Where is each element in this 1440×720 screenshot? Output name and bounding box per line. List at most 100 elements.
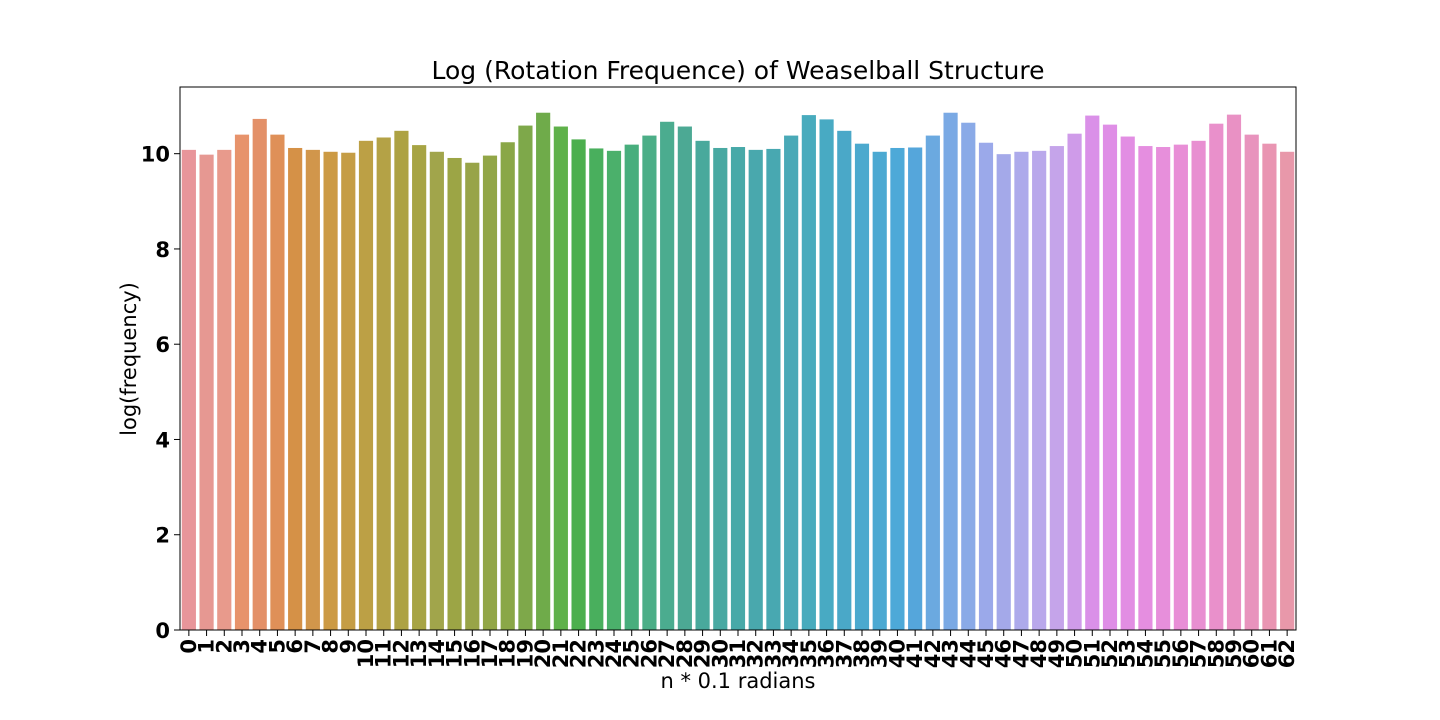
x-tick-label: 27: [655, 639, 679, 668]
x-tick-label: 37: [832, 639, 856, 668]
bar-6: [288, 147, 303, 630]
bar-44: [961, 122, 976, 630]
x-tick-label: 19: [513, 639, 537, 668]
bar-12: [394, 130, 409, 630]
x-tick-label: 57: [1187, 639, 1211, 668]
bar-1: [199, 154, 214, 630]
bar-11: [376, 137, 391, 631]
x-tick-label: 25: [620, 639, 644, 668]
bar-58: [1209, 123, 1224, 631]
x-tick-label: 4: [248, 639, 272, 654]
bars: [181, 112, 1295, 631]
x-tick-label: 23: [584, 639, 608, 668]
bar-61: [1262, 143, 1277, 630]
bar-5: [270, 134, 285, 630]
bar-53: [1120, 136, 1135, 631]
bar-31: [730, 147, 746, 630]
x-tick-label: 22: [567, 639, 591, 668]
bar-20: [536, 112, 551, 631]
x-tick-label: 30: [708, 639, 732, 668]
x-tick-label: 49: [1045, 639, 1069, 668]
bar-39: [872, 151, 887, 630]
bar-36: [819, 119, 834, 630]
bar-48: [1032, 150, 1047, 630]
x-tick-label: 0: [177, 639, 201, 654]
x-tick-label: 55: [1151, 639, 1175, 668]
x-tick-label: 32: [744, 639, 768, 668]
bar-32: [748, 149, 763, 630]
x-tick-label: 34: [779, 639, 803, 668]
x-tick-label: 12: [389, 639, 413, 668]
bar-47: [1014, 151, 1029, 630]
bar-49: [1049, 146, 1064, 630]
y-axis-ticks: 0 2 4 6 8 10: [141, 143, 180, 643]
y-tick-label: 10: [141, 143, 170, 167]
x-tick-label: 41: [903, 639, 927, 668]
x-tick-label: 54: [1133, 639, 1157, 668]
bar-3: [234, 134, 250, 630]
x-tick-label: 1: [195, 639, 219, 654]
x-tick-label: 2: [212, 639, 236, 654]
bar-13: [412, 145, 427, 631]
bar-54: [1138, 146, 1153, 630]
chart-title: Log (Rotation Frequence) of Weaselball S…: [432, 56, 1045, 85]
x-tick-label: 40: [885, 639, 909, 668]
bar-26: [642, 135, 657, 630]
bar-7: [305, 149, 320, 630]
bar-14: [429, 151, 444, 630]
x-tick-label: 9: [336, 639, 360, 654]
bar-59: [1226, 114, 1242, 630]
x-tick-label: 43: [939, 639, 963, 668]
x-tick-label: 62: [1275, 639, 1299, 668]
plot-frame: [179, 86, 1297, 631]
bar-9: [341, 152, 356, 631]
bar-16: [465, 162, 480, 631]
bar-19: [518, 125, 533, 630]
x-tick-label: 13: [407, 639, 431, 668]
bar-60: [1244, 134, 1259, 630]
x-tick-label: 58: [1204, 639, 1228, 668]
bar-21: [553, 126, 568, 630]
y-tick-label: 4: [155, 428, 170, 452]
bar-17: [482, 155, 498, 630]
x-tick-label: 14: [425, 639, 449, 668]
bar-40: [890, 147, 905, 630]
bar-38: [854, 143, 870, 630]
x-tick-label: 18: [496, 639, 520, 668]
x-tick-label: 50: [1063, 639, 1087, 668]
x-tick-label: 21: [549, 639, 573, 668]
bar-24: [606, 150, 622, 630]
x-tick-label: 10: [354, 639, 378, 668]
x-tick-label: 59: [1222, 639, 1246, 668]
bar-29: [695, 140, 710, 630]
x-tick-label: 53: [1116, 639, 1140, 668]
bar-35: [801, 115, 816, 631]
x-tick-label: 44: [956, 639, 980, 668]
x-tick-label: 11: [372, 639, 396, 668]
bar-25: [624, 144, 639, 630]
x-tick-label: 47: [1009, 639, 1033, 668]
x-tick-label: 16: [460, 639, 484, 668]
x-tick-label: 35: [797, 639, 821, 668]
bar-34: [784, 135, 799, 630]
x-tick-label: 60: [1240, 639, 1264, 668]
x-tick-label: 42: [921, 639, 945, 668]
x-tick-label: 5: [265, 639, 289, 654]
x-tick-label: 56: [1169, 639, 1193, 668]
x-tick-label: 8: [319, 639, 343, 654]
y-tick-label: 2: [155, 524, 170, 548]
bar-42: [925, 135, 940, 630]
bar-18: [500, 142, 515, 630]
x-tick-label: 39: [868, 639, 892, 668]
bar-51: [1085, 115, 1100, 630]
x-tick-label: 3: [230, 639, 254, 654]
bar-30: [713, 147, 728, 630]
bar-10: [358, 140, 374, 630]
x-tick-label: 38: [850, 639, 874, 668]
bar-2: [217, 149, 232, 630]
bar-0: [181, 149, 196, 630]
x-tick-label: 52: [1098, 639, 1122, 668]
bar-55: [1156, 147, 1171, 630]
x-tick-label: 31: [726, 639, 750, 668]
